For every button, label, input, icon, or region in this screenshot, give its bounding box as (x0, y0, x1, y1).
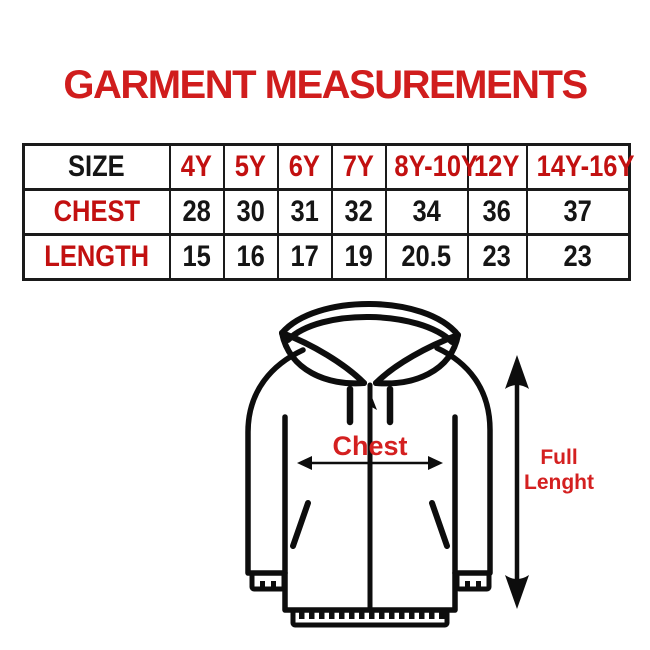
page-title: GARMENT MEASUREMENTS (63, 63, 588, 107)
size-col-5y: 5Y (222, 144, 278, 190)
size-col-14y-16y: 14Y-16Y (525, 144, 634, 190)
length-value-12y: 23 (466, 233, 527, 280)
full-length-label-line2: Lenght (524, 471, 594, 494)
cuff-right (454, 570, 492, 592)
right-sleeve-outline (434, 345, 493, 576)
length-row-label: LENGTH (23, 233, 170, 280)
pocket-left-line (290, 500, 311, 549)
hoodie-diagram: Chest Full Lenght (245, 301, 594, 628)
chest-value-5y: 30 (222, 188, 278, 235)
chest-value-6y: 31 (276, 188, 332, 235)
chest-value-7y: 32 (330, 188, 386, 235)
hem-ribbing (299, 612, 445, 619)
size-col-6y: 6Y (276, 144, 332, 190)
size-table: SIZE 4Y 5Y 6Y 7Y 8Y-10Y 12Y 14Y-16Y CHES… (22, 143, 634, 281)
chest-arrow (297, 456, 443, 470)
full-length-arrow (505, 355, 529, 609)
cuff-left (249, 570, 287, 592)
chest-value-12y: 36 (466, 188, 527, 235)
length-value-7y: 19 (330, 233, 386, 280)
length-row: LENGTH 15 16 17 19 20.5 23 23 (23, 233, 630, 280)
chest-value-14y-16y: 37 (525, 188, 630, 235)
length-value-8y-10y: 20.5 (384, 233, 468, 280)
cuff-ribbing (260, 581, 481, 589)
size-col-4y: 4Y (168, 144, 224, 190)
length-value-5y: 16 (222, 233, 278, 280)
size-col-8y-10y: 8Y-10Y (384, 144, 478, 190)
zipper-pull-icon (370, 392, 377, 410)
length-value-4y: 15 (168, 233, 224, 280)
length-value-14y-16y: 23 (525, 233, 630, 280)
chest-value-8y-10y: 34 (384, 188, 468, 235)
length-value-6y: 17 (276, 233, 332, 280)
full-length-label-line1: Full (540, 446, 577, 469)
pocket-right-line (429, 500, 450, 549)
size-row-label: SIZE (68, 150, 126, 183)
hood-outline (279, 301, 461, 387)
chest-row-label: CHEST (23, 188, 170, 235)
chest-label: Chest (332, 431, 407, 461)
chest-value-4y: 28 (168, 188, 224, 235)
hem-band (290, 607, 450, 628)
left-sleeve-outline (245, 347, 306, 576)
chest-row: CHEST 28 30 31 32 34 36 37 (23, 188, 630, 235)
size-col-12y: 12Y (466, 144, 527, 190)
size-header-row: SIZE 4Y 5Y 6Y 7Y 8Y-10Y 12Y 14Y-16Y (24, 144, 634, 190)
size-col-7y: 7Y (330, 144, 386, 190)
